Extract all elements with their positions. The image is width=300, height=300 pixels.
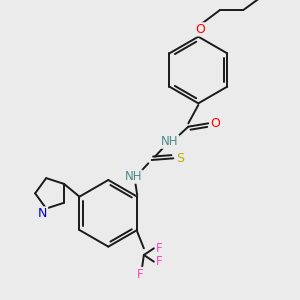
Text: O: O (210, 117, 220, 130)
Text: S: S (176, 152, 184, 165)
Text: F: F (137, 268, 144, 281)
Text: F: F (156, 242, 163, 255)
Text: F: F (156, 255, 163, 268)
Text: N: N (38, 207, 47, 220)
Text: NH: NH (124, 170, 142, 183)
Text: NH: NH (161, 135, 179, 148)
Text: O: O (195, 23, 205, 36)
